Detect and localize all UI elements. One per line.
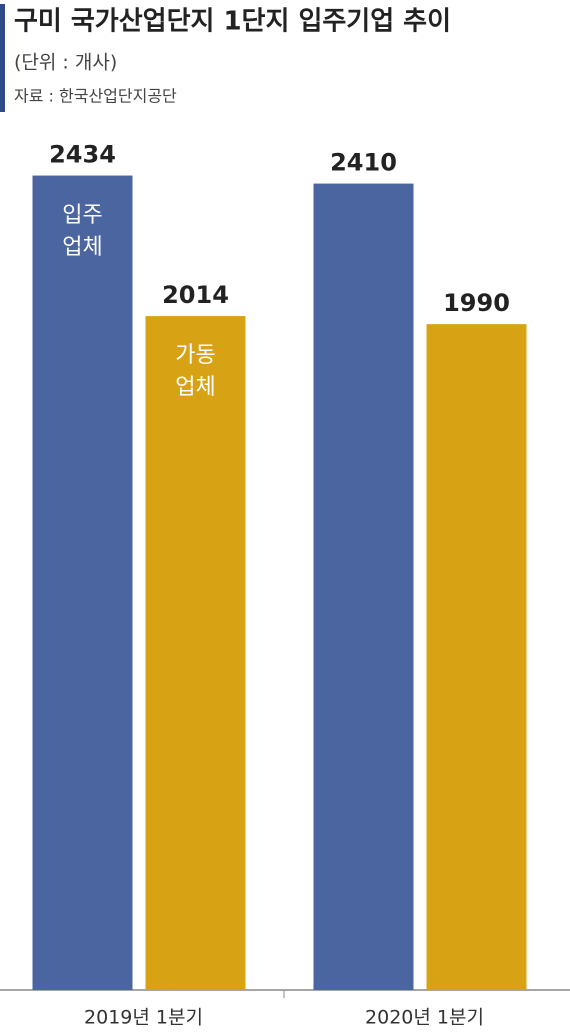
legend-label: 입주 업체: [62, 202, 103, 260]
value-label: 2410: [330, 149, 397, 177]
chart-source: 자료 : 한국산업단지공단: [14, 87, 177, 106]
x-tick-label: 2019년 1분기: [84, 1007, 203, 1029]
x-tick-label: 2020년 1분기: [365, 1007, 484, 1029]
bar: [426, 324, 527, 991]
bar: [313, 183, 414, 991]
chart-subtitle: (단위 : 개사): [14, 52, 117, 74]
bar: [145, 316, 246, 991]
value-label: 2014: [162, 281, 229, 309]
legend-label: 가동 업체: [175, 343, 216, 401]
bar: [32, 175, 133, 991]
value-label: 1990: [443, 289, 510, 317]
value-label: 2434: [49, 141, 116, 169]
chart-title: 구미 국가산업단지 1단지 입주기업 추이: [14, 7, 451, 37]
title-accent: [0, 4, 5, 112]
